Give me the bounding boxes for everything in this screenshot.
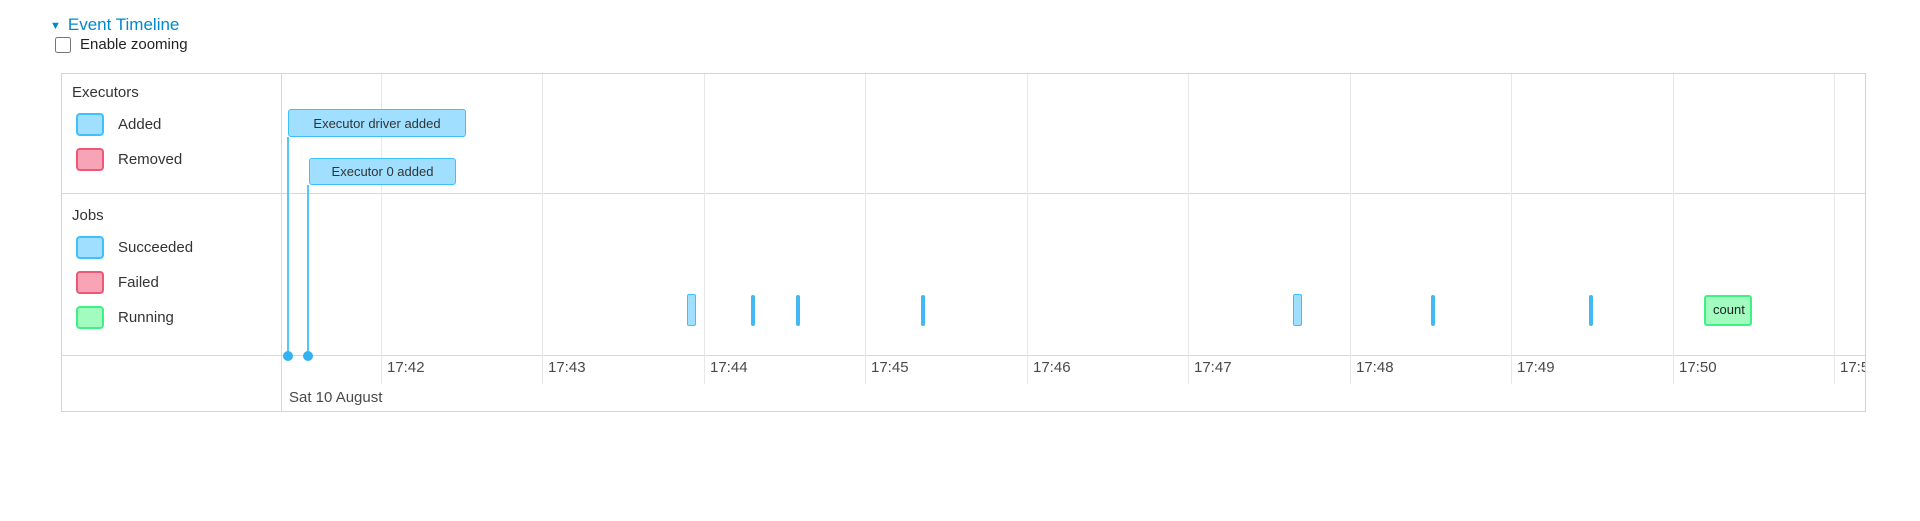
job-event-item[interactable] xyxy=(751,295,755,326)
executor-item-dot-icon xyxy=(283,351,293,361)
axis-tick-label: 17:42 xyxy=(387,359,425,376)
axis-tick-label: 17:48 xyxy=(1356,359,1394,376)
axis-date-label: Sat 10 August xyxy=(289,389,383,406)
legend-item-removed: Removed xyxy=(76,148,281,171)
gridline xyxy=(704,74,705,384)
axis-tick-label: 17:51 xyxy=(1840,359,1865,376)
gridline xyxy=(865,74,866,384)
executor-event-item[interactable]: Executor driver added xyxy=(288,109,466,137)
legend-item-running: Running xyxy=(76,306,281,329)
axis-tick-label: 17:46 xyxy=(1033,359,1071,376)
gridline xyxy=(1673,74,1674,384)
axis-tick-label: 17:44 xyxy=(710,359,748,376)
event-timeline-header: ▼ Event Timeline xyxy=(50,13,179,35)
enable-zooming-control[interactable]: Enable zooming xyxy=(55,36,188,53)
gridline xyxy=(381,74,382,384)
job-event-item[interactable] xyxy=(1431,295,1435,326)
legend-swatch-green-icon xyxy=(76,306,104,329)
axis-tick-label: 17:45 xyxy=(871,359,909,376)
legend-swatch-pink-icon xyxy=(76,148,104,171)
legend-heading-jobs: Jobs xyxy=(72,207,104,224)
executor-item-dot-icon xyxy=(303,351,313,361)
legend-item-failed: Failed xyxy=(76,271,281,294)
gridline xyxy=(1188,74,1189,384)
gridline xyxy=(542,74,543,384)
legend-section-jobs: Jobs Succeeded Failed Running xyxy=(62,193,281,329)
axis-line xyxy=(62,355,1865,356)
legend-heading-executors: Executors xyxy=(72,84,139,101)
job-event-item[interactable] xyxy=(1589,295,1593,326)
axis-tick-label: 17:43 xyxy=(548,359,586,376)
legend-item-label: Succeeded xyxy=(118,239,194,256)
legend-item-label: Added xyxy=(118,116,162,133)
legend-column-border xyxy=(281,74,282,411)
legend-item-succeeded: Succeeded xyxy=(76,236,281,259)
gridline xyxy=(1350,74,1351,384)
job-event-item-running[interactable]: count xyxy=(1704,295,1752,326)
executor-event-item[interactable]: Executor 0 added xyxy=(309,158,456,185)
legend-item-label: Running xyxy=(118,309,174,326)
executor-item-line xyxy=(307,185,309,356)
job-event-item[interactable] xyxy=(921,295,925,326)
legend-swatch-pink-icon xyxy=(76,271,104,294)
event-timeline-toggle-link[interactable]: ▼ Event Timeline xyxy=(50,15,179,35)
job-event-item[interactable] xyxy=(1293,294,1302,326)
axis-tick-label: 17:47 xyxy=(1194,359,1232,376)
gridline xyxy=(1027,74,1028,384)
enable-zooming-checkbox[interactable] xyxy=(55,36,71,53)
legend-swatch-blue-icon xyxy=(76,113,104,136)
timeline-panel: Executors Added Removed Jobs Succeeded Failed… xyxy=(61,73,1866,412)
legend-item-added: Added xyxy=(76,113,281,136)
chevron-down-icon: ▼ xyxy=(50,20,61,32)
legend-item-label: Removed xyxy=(118,151,183,168)
job-event-item[interactable] xyxy=(687,294,696,326)
executor-item-line xyxy=(287,137,289,356)
executors-jobs-divider xyxy=(62,193,1865,194)
legend-item-label: Failed xyxy=(118,274,159,291)
legend-swatch-blue-icon xyxy=(76,236,104,259)
axis-tick-label: 17:49 xyxy=(1517,359,1555,376)
event-timeline-title: Event Timeline xyxy=(67,15,180,34)
legend-section-executors: Executors Added Removed xyxy=(62,74,281,171)
job-event-item[interactable] xyxy=(796,295,800,326)
gridline xyxy=(1511,74,1512,384)
gridline xyxy=(1834,74,1835,384)
axis-tick-label: 17:50 xyxy=(1679,359,1717,376)
enable-zooming-label: Enable zooming xyxy=(80,36,188,53)
